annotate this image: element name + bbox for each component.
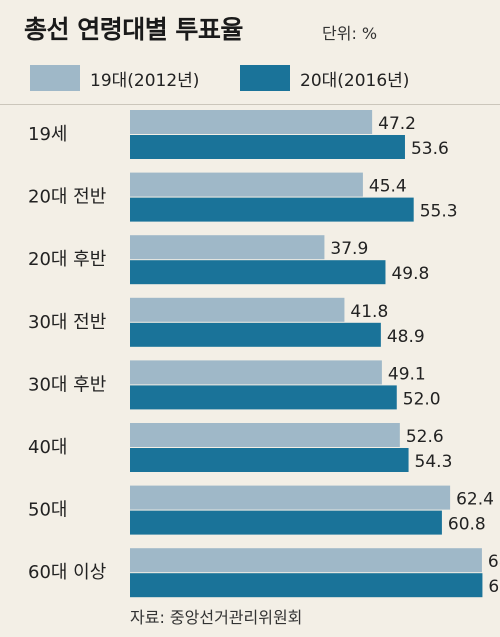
bar-2012 xyxy=(130,485,451,510)
value-label: 47.2 xyxy=(378,114,416,134)
bar-2016 xyxy=(130,197,414,222)
bar-2012 xyxy=(130,297,345,322)
bar-2012 xyxy=(130,110,373,134)
category-label: 30대 후반 xyxy=(28,374,106,395)
bar-2016 xyxy=(130,260,386,285)
category-label: 40대 xyxy=(28,437,67,458)
category-label: 30대 전반 xyxy=(28,312,106,333)
value-label: 45.4 xyxy=(369,177,407,197)
legend-swatch-2016 xyxy=(240,65,290,91)
value-label: 54.3 xyxy=(415,452,453,472)
category-label: 50대 xyxy=(28,500,67,521)
bar-2012 xyxy=(130,360,382,385)
bar-2016 xyxy=(130,573,483,598)
bar-2016 xyxy=(130,510,442,535)
unit-label: 단위: % xyxy=(322,24,378,43)
bar-2016 xyxy=(130,135,405,159)
bar-2012 xyxy=(130,548,482,573)
value-label: 52.6 xyxy=(406,427,444,447)
value-label: 41.8 xyxy=(350,302,388,322)
bar-2012 xyxy=(130,423,400,447)
value-label: 53.6 xyxy=(411,139,449,159)
source-note: 자료: 중앙선거관리위원회 xyxy=(130,608,303,627)
value-label: 68.6 xyxy=(488,552,500,572)
value-label: 55.3 xyxy=(420,202,458,222)
legend-item-2012: 19대(2012년) xyxy=(30,64,199,92)
legend-swatch-2012 xyxy=(30,65,80,91)
value-label: 62.4 xyxy=(456,490,494,510)
value-label: 49.1 xyxy=(388,364,426,384)
value-label: 37.9 xyxy=(330,239,368,259)
category-label: 19세 xyxy=(28,124,67,145)
value-label: 49.8 xyxy=(391,264,429,284)
legend-label-2012: 19대(2012년) xyxy=(90,70,200,91)
bar-2016 xyxy=(130,448,409,472)
legend-item-2016: 20대(2016년) xyxy=(240,64,409,92)
value-label: 68.7 xyxy=(488,577,500,597)
category-label: 20대 전반 xyxy=(28,187,106,208)
bar-2012 xyxy=(130,172,363,197)
value-label: 48.9 xyxy=(387,327,425,347)
category-label: 60대 이상 xyxy=(28,562,106,583)
bar-2016 xyxy=(130,385,397,410)
value-label: 60.8 xyxy=(448,515,486,535)
bar-2012 xyxy=(130,235,325,260)
value-label: 52.0 xyxy=(403,389,441,409)
category-label: 20대 후반 xyxy=(28,249,106,270)
bar-2016 xyxy=(130,322,381,347)
divider xyxy=(0,104,500,105)
legend-label-2016: 20대(2016년) xyxy=(300,70,410,91)
chart-title: 총선 연령대별 투표율 xyxy=(24,15,243,44)
